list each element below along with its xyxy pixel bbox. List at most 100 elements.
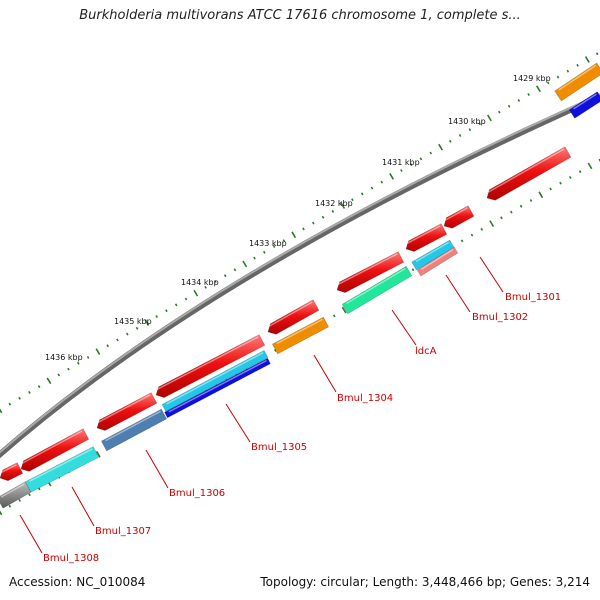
feature-1302-cyan-highlight	[415, 241, 450, 263]
feature-1302-pink[interactable]	[416, 246, 459, 277]
tick-mark	[86, 356, 90, 359]
tick-mark	[341, 306, 347, 314]
kbp-label-1433: 1433 kbp	[249, 239, 287, 248]
tick-mark	[576, 63, 579, 67]
feature-ldca-green[interactable]	[341, 265, 413, 315]
tick-mark	[28, 493, 31, 497]
tick-mark	[517, 98, 521, 102]
kbp-labels: 1429 kbp 1430 kbp 1431 kbp 1432 kbp 1433…	[45, 74, 551, 362]
feature-1300-blue[interactable]	[568, 91, 600, 119]
gene-label-bmul-1307[interactable]: Bmul_1307	[95, 526, 151, 537]
tick-mark	[546, 81, 550, 85]
tick-mark	[429, 151, 433, 155]
feature-ldca-green-highlight	[346, 267, 406, 305]
cds-ldca-highlight	[407, 225, 441, 244]
tick-mark	[77, 361, 80, 365]
cds-bmul-1307-highlight	[98, 394, 151, 423]
gene-label-bmul-1304[interactable]: Bmul_1304	[337, 393, 393, 404]
tick-mark	[351, 198, 354, 202]
tick-mark	[529, 199, 533, 202]
feature-1305-blue-highlight	[168, 359, 267, 413]
feature-1306-steel-highlight	[105, 410, 161, 442]
tick-mark	[498, 110, 501, 114]
outer-tick-row	[0, 52, 599, 414]
tick-mark	[274, 349, 277, 352]
tick-mark	[18, 499, 21, 502]
tick-mark	[380, 180, 384, 184]
feature-1308-grey[interactable]	[0, 481, 32, 509]
tick-mark	[370, 186, 374, 190]
tick-mark	[527, 93, 530, 97]
tick-mark	[291, 231, 297, 239]
cds-bmul-1304[interactable]	[336, 251, 405, 293]
gene-label-bmul-1308[interactable]: Bmul_1308	[43, 553, 99, 564]
feature-1307-teal-highlight	[29, 448, 93, 482]
cds-bmul-1302[interactable]	[443, 205, 475, 229]
gene-label-bmul-1305[interactable]: Bmul_1305	[251, 442, 307, 453]
tick-mark	[468, 128, 472, 132]
tick-mark	[38, 487, 41, 491]
tick-mark	[28, 391, 31, 394]
tick-mark	[411, 268, 415, 272]
tick-mark	[556, 75, 560, 79]
tick-mark	[507, 104, 511, 108]
cds-bmul-1300[interactable]	[554, 62, 600, 102]
cds-bmul-1301[interactable]	[486, 146, 572, 201]
gene-label-ldca[interactable]: ldcA	[415, 346, 437, 357]
tick-mark	[282, 239, 286, 243]
tick-mark	[242, 260, 248, 268]
cds-bmul-1305[interactable]	[267, 299, 320, 335]
feature-1305-cyan[interactable]	[161, 350, 269, 412]
tick-mark	[510, 210, 513, 214]
tick-mark	[0, 510, 3, 516]
tick-mark	[587, 162, 593, 170]
feature-1307-teal[interactable]	[24, 446, 100, 493]
cds-bmul-1306-highlight	[157, 336, 259, 390]
kbp-label-1435: 1435 kbp	[114, 317, 152, 326]
tick-mark	[272, 245, 276, 248]
feature-1300-blue-highlight	[573, 93, 597, 110]
tick-mark	[470, 233, 474, 237]
gene-label-bmul-1301[interactable]: Bmul_1301	[505, 292, 561, 303]
cds-bmul-1306[interactable]	[155, 334, 266, 398]
kbp-label-1432: 1432 kbp	[315, 199, 353, 208]
tick-mark	[569, 176, 572, 179]
cds-bmul-1309-highlight	[1, 464, 17, 473]
gene-label-bmul-1306[interactable]: Bmul_1306	[169, 488, 225, 499]
tick-mark	[549, 187, 552, 191]
map-title: Burkholderia multivorans ATCC 17616 chro…	[79, 8, 521, 23]
kbp-label-1430: 1430 kbp	[448, 117, 486, 126]
cds-ldca[interactable]	[405, 223, 448, 252]
cds-bmul-1301-highlight	[487, 148, 565, 193]
tick-mark	[566, 69, 570, 73]
gene-labels: Bmul_1301 Bmul_1302 ldcA Bmul_1304 Bmul_…	[43, 292, 561, 564]
tick-mark	[165, 309, 168, 313]
gene-label-bmul-1302[interactable]: Bmul_1302	[472, 312, 528, 323]
leader-bmul-1308	[19, 514, 43, 554]
cds-bmul-1309[interactable]	[0, 462, 24, 482]
leader-bmul-1306	[145, 449, 169, 489]
feature-1304-orange[interactable]	[271, 316, 330, 355]
tick-mark	[460, 239, 464, 243]
tick-mark	[480, 227, 484, 231]
tick-mark	[18, 396, 21, 400]
tick-mark	[559, 181, 562, 185]
tick-mark	[519, 204, 523, 208]
tick-mark	[126, 332, 129, 336]
feature-1305-blue[interactable]	[164, 357, 271, 419]
feature-1306-steel[interactable]	[100, 408, 168, 452]
tick-mark	[135, 326, 139, 330]
cds-bmul-1308[interactable]	[20, 428, 90, 472]
tick-mark	[584, 56, 590, 63]
tick-mark	[223, 274, 227, 278]
tick-mark	[458, 134, 462, 137]
leader-bmul-1304	[313, 354, 337, 393]
tick-mark	[144, 319, 150, 326]
cds-bmul-1307[interactable]	[96, 392, 158, 431]
tick-mark	[487, 114, 492, 122]
tick-mark	[184, 297, 188, 301]
tick-mark	[8, 402, 12, 406]
kbp-label-1429: 1429 kbp	[513, 74, 551, 83]
